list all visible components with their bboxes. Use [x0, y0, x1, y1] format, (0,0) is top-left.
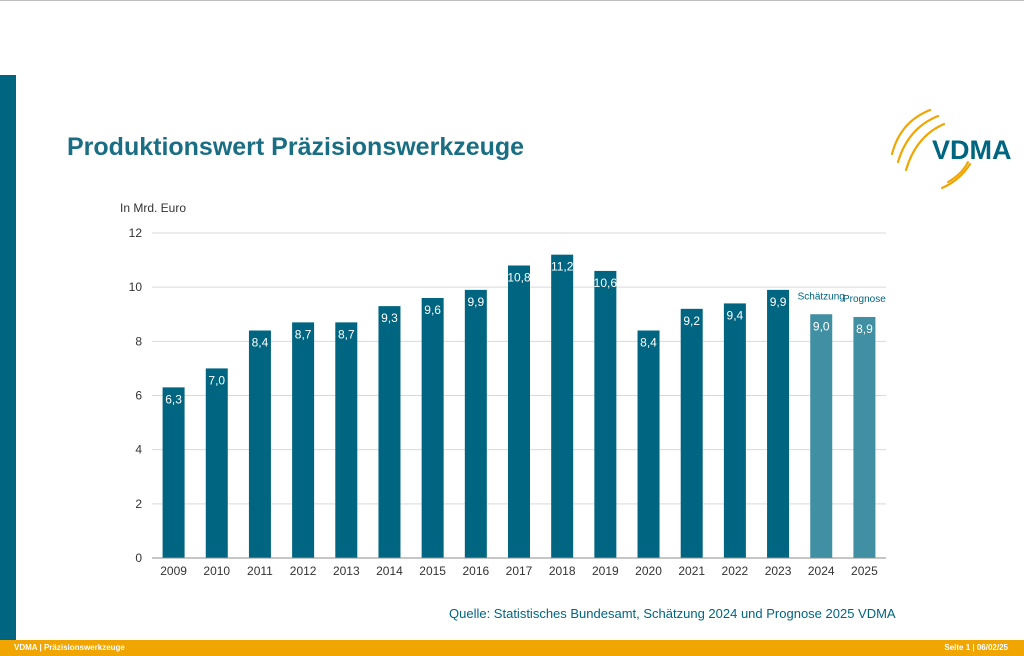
data-label: 8,4 — [252, 336, 269, 350]
x-tick-label: 2018 — [549, 564, 576, 578]
bar — [292, 322, 315, 558]
bar — [378, 306, 401, 558]
x-tick-label: 2019 — [592, 564, 619, 578]
data-label: 9,3 — [381, 311, 398, 325]
data-label: 9,9 — [467, 295, 484, 309]
y-axis-label: In Mrd. Euro — [120, 201, 186, 215]
data-label: 9,0 — [813, 319, 830, 333]
footer-bar: VDMA | Präzisionswerkzeuge Seite 1 | 06/… — [0, 640, 1024, 656]
data-label: 9,2 — [683, 314, 700, 328]
x-tick-label: 2020 — [635, 564, 662, 578]
data-label: 9,9 — [770, 295, 787, 309]
y-tick-label: 6 — [135, 389, 142, 403]
x-tick-labels: 2009 2010 2011 2012 2013 2014 2015 2016 2017 2018… — [160, 564, 878, 578]
x-tick-label: 2021 — [678, 564, 705, 578]
bar — [248, 330, 271, 558]
bar — [335, 322, 358, 558]
x-tick-label: 2009 — [160, 564, 187, 578]
bar — [551, 254, 574, 558]
x-tick-label: 2017 — [506, 564, 533, 578]
x-tick-label: 2014 — [376, 564, 403, 578]
y-tick-label: 0 — [135, 551, 142, 565]
bar — [594, 270, 617, 558]
y-tick-labels: 0 2 4 6 8 10 12 — [129, 226, 143, 565]
annotation-label: Prognose — [843, 294, 886, 305]
x-tick-label: 2010 — [203, 564, 230, 578]
y-tick-label: 8 — [135, 334, 142, 348]
data-label: 8,7 — [338, 327, 355, 341]
y-tick-label: 4 — [135, 443, 142, 457]
logo-text: VDMA — [932, 135, 1012, 165]
x-tick-label: 2015 — [419, 564, 446, 578]
bar — [810, 314, 833, 558]
bar — [767, 289, 790, 558]
bar — [162, 387, 185, 558]
footer-page-info: Seite 1 | 06/02/25 — [944, 643, 1008, 652]
bar — [205, 368, 228, 558]
side-accent-bar — [0, 75, 16, 640]
y-tick-label: 12 — [129, 226, 143, 240]
bar-chart: In Mrd. Euro 0 2 4 6 8 10 12 6,3 7,0 8,4 8,7 8,7 9,… — [120, 201, 887, 578]
x-tick-label: 2025 — [851, 564, 878, 578]
bar — [853, 316, 876, 558]
data-label: 8,9 — [856, 322, 873, 336]
x-tick-label: 2011 — [247, 564, 273, 578]
bars — [162, 254, 876, 558]
annotation-label: Schätzung — [798, 291, 845, 302]
data-label: 10,6 — [594, 276, 618, 290]
data-label: 9,4 — [727, 308, 744, 322]
bar — [464, 289, 487, 558]
x-tick-label: 2012 — [290, 564, 317, 578]
bar — [637, 330, 660, 558]
data-labels: 6,3 7,0 8,4 8,7 8,7 9,3 9,6 9,9 10,8 11,2 10,6 8,4 9… — [165, 260, 873, 407]
page-title: Produktionswert Präzisionswerkzeuge — [67, 133, 525, 161]
data-label: 11,2 — [551, 260, 574, 274]
x-tick-label: 2016 — [462, 564, 489, 578]
x-tick-label: 2024 — [808, 564, 835, 578]
data-label: 9,6 — [424, 303, 441, 317]
vdma-logo: VDMA — [890, 108, 1012, 190]
top-rule — [0, 0, 1024, 1]
data-label: 8,4 — [640, 336, 657, 350]
source-note: Quelle: Statistisches Bundesamt, Schätzu… — [449, 606, 896, 621]
bar — [421, 298, 444, 558]
bar — [508, 265, 530, 558]
bar — [680, 308, 703, 558]
data-label: 6,3 — [165, 392, 182, 406]
data-label: 8,7 — [295, 327, 312, 341]
y-tick-label: 10 — [129, 280, 143, 294]
x-tick-label: 2023 — [765, 564, 792, 578]
footer-left-text: VDMA | Präzisionswerkzeuge — [14, 643, 125, 652]
data-label: 10,8 — [507, 271, 531, 285]
x-tick-label: 2013 — [333, 564, 360, 578]
y-tick-label: 2 — [135, 497, 142, 511]
x-tick-label: 2022 — [722, 564, 749, 578]
bar — [723, 303, 746, 558]
data-label: 7,0 — [208, 373, 225, 387]
